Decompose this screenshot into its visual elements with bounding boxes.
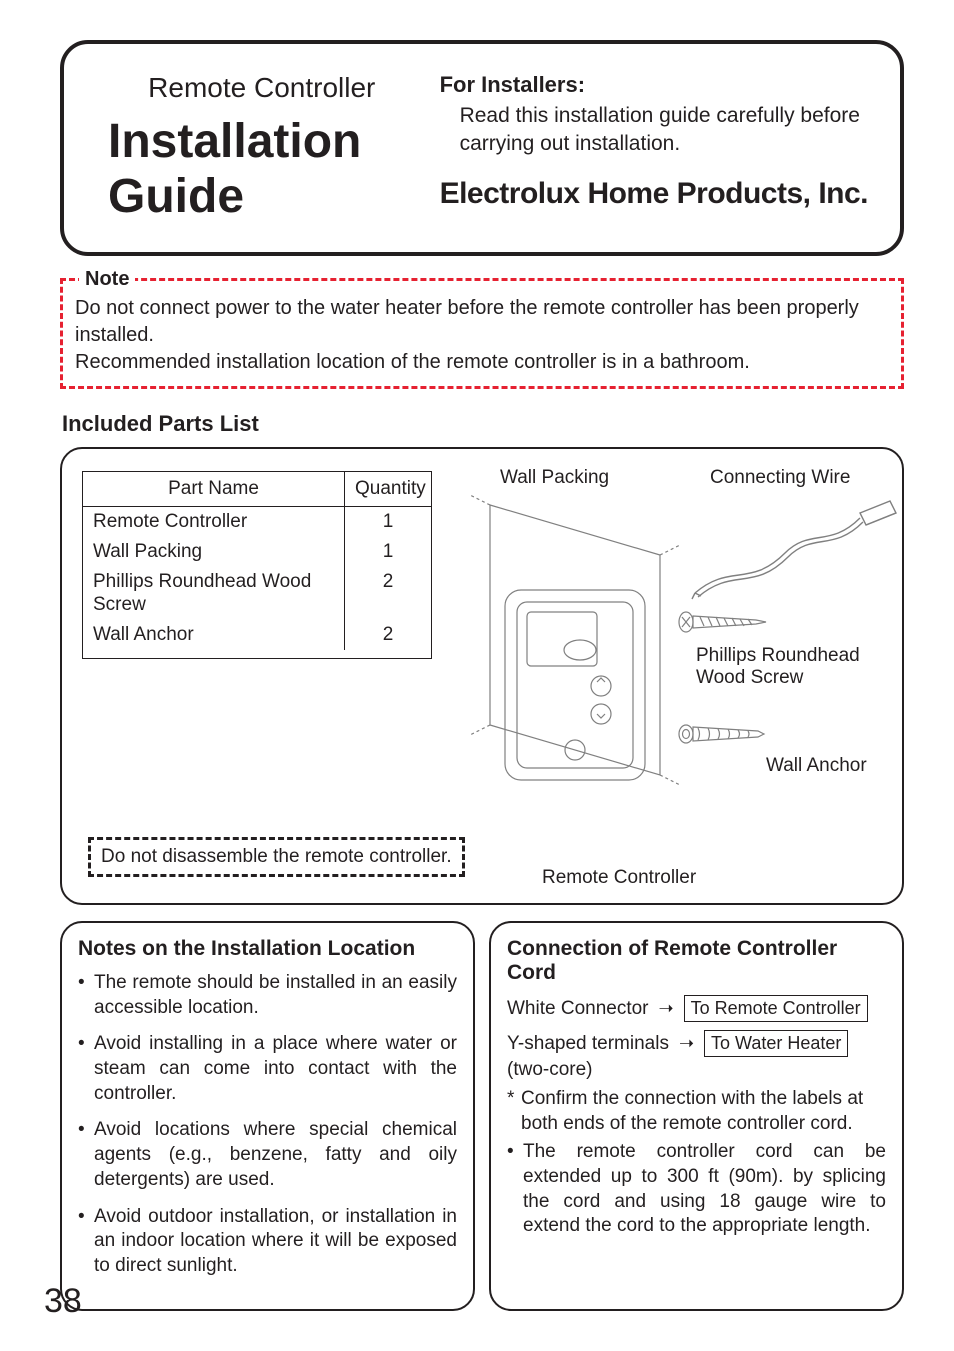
list-item: Avoid installing in a place where water … — [78, 1032, 457, 1106]
part-qty: 1 — [345, 507, 431, 537]
part-qty: 2 — [345, 567, 431, 621]
lower-row: Notes on the Installation Location The r… — [60, 921, 904, 1311]
arrow-icon: ➝ — [659, 998, 674, 1019]
screw-illustration — [678, 605, 768, 639]
remote-controller-illustration — [450, 495, 710, 865]
header-right: For Installers: Read this installation g… — [440, 72, 868, 224]
parts-table-body: Remote Controller 1 Wall Packing 1 Phill… — [83, 507, 431, 658]
part-name: Wall Anchor — [83, 620, 345, 650]
note-label: Note — [79, 268, 135, 291]
arrow-icon: ➝ — [679, 1033, 694, 1054]
wall-anchor-illustration — [678, 719, 766, 749]
part-name: Phillips Roundhead Wood Screw — [83, 567, 345, 621]
connector-label: Y-shaped terminals — [507, 1033, 669, 1055]
part-name: Remote Controller — [83, 507, 345, 537]
note-box: Note Do not connect power to the water h… — [60, 278, 904, 389]
table-row: Wall Anchor 2 — [83, 620, 431, 650]
connector-target: To Water Heater — [704, 1030, 848, 1057]
connecting-wire-illustration — [690, 493, 900, 613]
table-row: Wall Packing 1 — [83, 537, 431, 567]
connector-label: White Connector — [507, 998, 649, 1020]
location-list: The remote should be installed in an eas… — [78, 971, 457, 1279]
connection-star-note: Confirm the connection with the labels a… — [507, 1087, 886, 1136]
for-installers-heading: For Installers: — [440, 72, 868, 98]
list-item: The remote should be installed in an eas… — [78, 971, 457, 1020]
page-number: 38 — [44, 1282, 82, 1321]
table-row: Remote Controller 1 — [83, 507, 431, 537]
connection-box: Connection of Remote Controller Cord Whi… — [489, 921, 904, 1311]
label-connecting-wire: Connecting Wire — [710, 467, 850, 489]
location-heading: Notes on the Installation Location — [78, 937, 457, 961]
note-line-1: Do not connect power to the water heater… — [75, 297, 859, 346]
connection-heading: Connection of Remote Controller Cord — [507, 937, 886, 985]
part-name: Wall Packing — [83, 537, 345, 567]
label-wall-packing: Wall Packing — [500, 467, 609, 489]
parts-box: Part Name Quantity Remote Controller 1 W… — [60, 447, 904, 905]
product-subtitle: Remote Controller — [108, 72, 416, 104]
note-body: Do not connect power to the water heater… — [75, 295, 889, 376]
part-qty: 2 — [345, 620, 431, 650]
col-quantity: Quantity — [345, 472, 431, 506]
parts-illustration-area: Wall Packing Connecting Wire Phillips Ro… — [460, 467, 886, 887]
parts-heading: Included Parts List — [62, 411, 904, 437]
connection-row: White Connector ➝ To Remote Controller — [507, 995, 886, 1022]
header-left: Remote Controller Installation Guide — [108, 72, 416, 224]
list-item: Avoid outdoor installation, or installat… — [78, 1205, 457, 1279]
note-line-2: Recommended installation location of the… — [75, 351, 750, 373]
connector-target: To Remote Controller — [684, 995, 868, 1022]
header-box: Remote Controller Installation Guide For… — [60, 40, 904, 256]
connection-row: Y-shaped terminals ➝ To Water Heater — [507, 1030, 886, 1057]
parts-table: Part Name Quantity Remote Controller 1 W… — [82, 471, 432, 659]
list-item: Avoid locations where special chemical a… — [78, 1118, 457, 1192]
label-anchor: Wall Anchor — [766, 755, 886, 777]
table-row: Phillips Roundhead Wood Screw 2 — [83, 567, 431, 621]
list-item: The remote controller cord can be extend… — [507, 1140, 886, 1239]
label-remote: Remote Controller — [542, 867, 696, 889]
label-screw: Phillips Roundhead Wood Screw — [696, 645, 886, 689]
connection-list: The remote controller cord can be extend… — [507, 1140, 886, 1239]
page: Remote Controller Installation Guide For… — [0, 0, 954, 1351]
parts-table-header: Part Name Quantity — [83, 472, 431, 507]
for-installers-body: Read this installation guide carefully b… — [440, 102, 868, 159]
location-notes-box: Notes on the Installation Location The r… — [60, 921, 475, 1311]
document-title: Installation Guide — [108, 114, 416, 224]
brand-name: Electrolux Home Products, Inc. — [440, 177, 868, 211]
part-qty: 1 — [345, 537, 431, 567]
col-part-name: Part Name — [83, 472, 345, 506]
do-not-disassemble-note: Do not disassemble the remote controller… — [88, 837, 465, 877]
connector-sublabel: (two-core) — [507, 1059, 886, 1081]
